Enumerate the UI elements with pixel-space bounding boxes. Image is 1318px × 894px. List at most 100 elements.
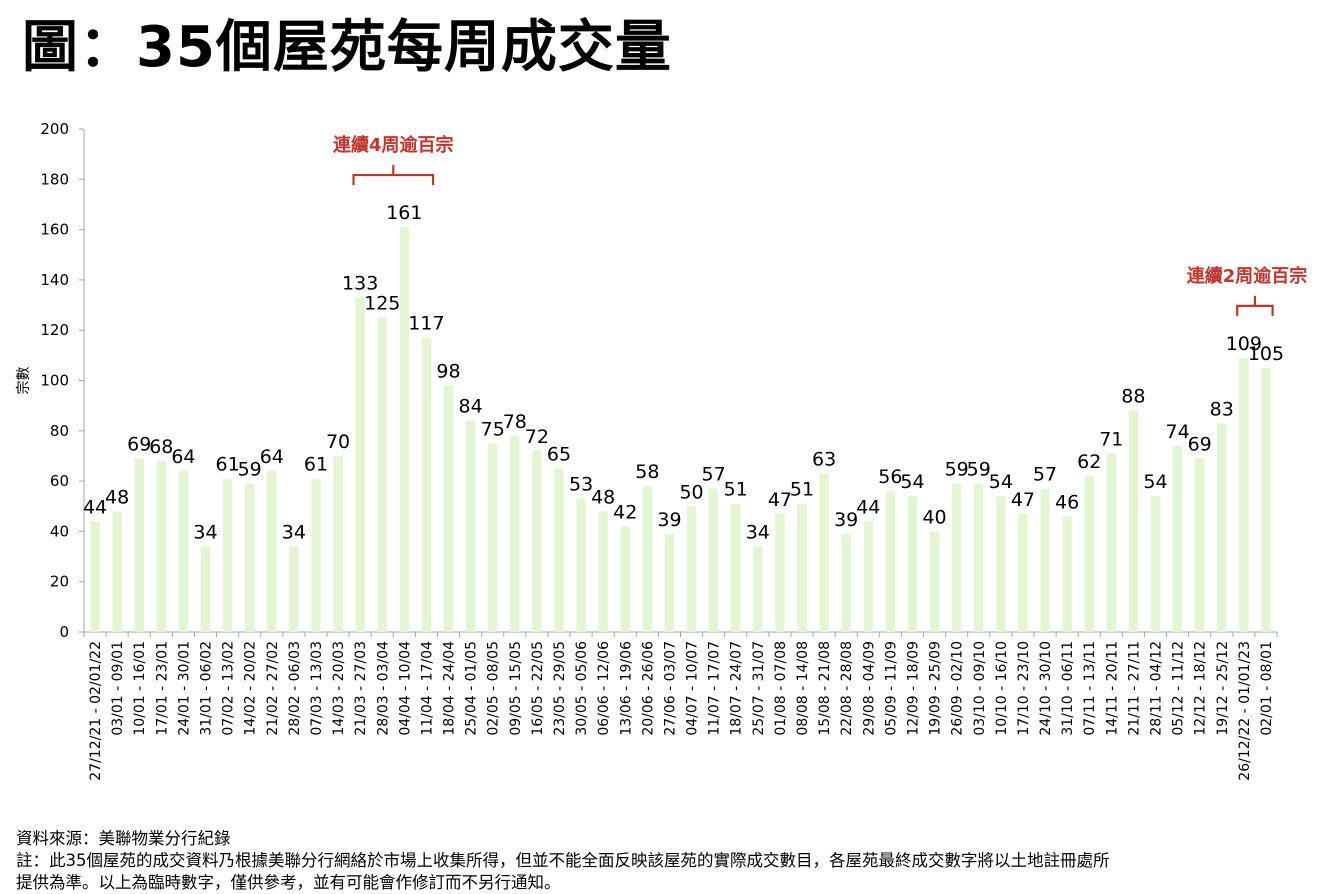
bar	[178, 471, 189, 632]
y-tick-label: 60	[50, 472, 69, 490]
x-tick-label: 07/02 - 13/02	[221, 641, 237, 736]
data-label: 57	[702, 464, 726, 486]
bar	[1261, 367, 1271, 632]
bar	[1172, 445, 1183, 632]
bar	[708, 488, 719, 632]
data-label: 54	[989, 471, 1013, 493]
disclaimer-line-2: 提供為準。以上為臨時數字，僅供參考，並有可能會作修訂而不另行通知。	[16, 873, 561, 892]
x-tick-label: 31/01 - 06/02	[199, 641, 215, 736]
data-label: 69	[1188, 433, 1212, 455]
x-tick-label: 10/10 - 16/10	[994, 641, 1010, 736]
x-tick-label: 17/01 - 23/01	[154, 641, 170, 736]
x-tick-label: 18/07 - 24/07	[729, 641, 745, 736]
data-label: 51	[790, 479, 814, 501]
bar	[1040, 488, 1050, 632]
x-tick-label: 14/11 - 20/11	[1104, 641, 1120, 736]
data-label: 47	[768, 489, 792, 511]
data-label: 64	[171, 446, 195, 468]
bar	[996, 496, 1006, 632]
annotation-bracket	[352, 165, 435, 186]
data-label: 72	[525, 426, 549, 448]
x-tick-label: 23/05 - 29/05	[552, 641, 568, 736]
bar	[819, 473, 829, 632]
bar	[267, 471, 277, 632]
data-label: 133	[342, 273, 378, 295]
bar	[907, 496, 918, 632]
bar	[775, 513, 785, 632]
bar	[554, 468, 564, 632]
data-label: 70	[326, 431, 350, 453]
x-tick-label: 07/03 - 13/03	[309, 641, 325, 736]
bar	[642, 486, 653, 632]
x-tick-label: 10/01 - 16/01	[132, 641, 148, 736]
x-tick-label: 24/01 - 30/01	[176, 641, 192, 736]
data-label: 56	[878, 466, 902, 488]
bar	[289, 546, 299, 632]
data-label: 59	[967, 459, 991, 481]
bar	[245, 483, 255, 632]
x-tick-label: 08/08 - 14/08	[795, 641, 811, 736]
bar	[465, 420, 476, 632]
chart-x-tick-labels: 27/12/21 - 02/01/22 03/01 - 09/01 10/01 - …	[88, 641, 1275, 781]
bar	[664, 533, 675, 632]
y-axis-title: 宗數	[16, 367, 32, 395]
x-tick-label: 12/12 - 18/12	[1193, 641, 1209, 736]
y-tick-label: 120	[40, 321, 69, 339]
data-label: 65	[547, 444, 571, 466]
bar	[885, 491, 896, 632]
data-label: 62	[1077, 451, 1101, 473]
data-label: 47	[1011, 489, 1035, 511]
bar	[598, 511, 608, 632]
bar	[841, 533, 851, 632]
x-tick-label: 17/10 - 23/10	[1016, 641, 1032, 736]
data-label: 161	[386, 202, 422, 224]
chart-bars	[90, 227, 1271, 632]
disclaimer-line-1: 註：此35個屋苑的成交資料乃根據美聯分行網絡於市場上收集所得，但並不能全面反映該…	[16, 851, 1110, 870]
y-tick-label: 20	[50, 573, 69, 591]
data-label: 61	[216, 454, 240, 476]
x-tick-label: 12/09 - 18/09	[905, 641, 921, 736]
data-label: 48	[105, 486, 129, 508]
x-tick-label: 06/06 - 12/06	[596, 641, 612, 736]
x-tick-label: 22/08 - 28/08	[839, 641, 855, 736]
x-tick-label: 26/09 - 02/10	[950, 641, 966, 736]
y-tick-label: 160	[40, 221, 69, 239]
chart-data-labels: 4448696864346159643461701331251611179884…	[83, 202, 1284, 543]
x-tick-label: 24/10 - 30/10	[1038, 641, 1054, 736]
bar	[443, 385, 454, 632]
data-label: 44	[856, 496, 880, 518]
data-label: 69	[127, 433, 151, 455]
x-tick-label: 20/06 - 26/06	[640, 641, 656, 736]
x-tick-label: 02/05 - 08/05	[486, 641, 502, 736]
y-tick-label: 180	[40, 170, 69, 188]
y-tick-label: 100	[40, 372, 69, 390]
data-label: 34	[282, 521, 306, 543]
data-label: 88	[1121, 386, 1145, 408]
bar	[510, 435, 520, 632]
x-tick-label: 15/08 - 21/08	[817, 641, 833, 736]
data-label: 57	[1033, 464, 1057, 486]
data-label: 64	[260, 446, 284, 468]
x-tick-label: 28/02 - 06/03	[287, 641, 303, 736]
data-label: 105	[1248, 343, 1284, 365]
bar	[399, 227, 409, 632]
chart-axes: 0 20 40 60 80 100 120 140 160 180 200 宗數	[16, 120, 1278, 641]
x-tick-label: 02/01 - 08/01	[1259, 641, 1275, 736]
bar	[1150, 496, 1161, 632]
bar	[1084, 476, 1094, 632]
x-tick-label: 25/04 - 01/05	[464, 641, 480, 736]
bar	[1217, 423, 1227, 632]
x-tick-label: 11/04 - 17/04	[419, 641, 435, 736]
data-label: 63	[812, 449, 836, 471]
data-label: 58	[635, 461, 659, 483]
data-label: 78	[503, 411, 527, 433]
bar	[576, 498, 586, 632]
x-tick-label: 04/04 - 10/04	[397, 641, 413, 736]
bar	[929, 531, 940, 632]
x-tick-label: 16/05 - 22/05	[530, 641, 546, 736]
bar	[90, 521, 100, 632]
data-label: 75	[481, 418, 505, 440]
bar	[1239, 357, 1249, 632]
data-label: 117	[408, 313, 444, 335]
